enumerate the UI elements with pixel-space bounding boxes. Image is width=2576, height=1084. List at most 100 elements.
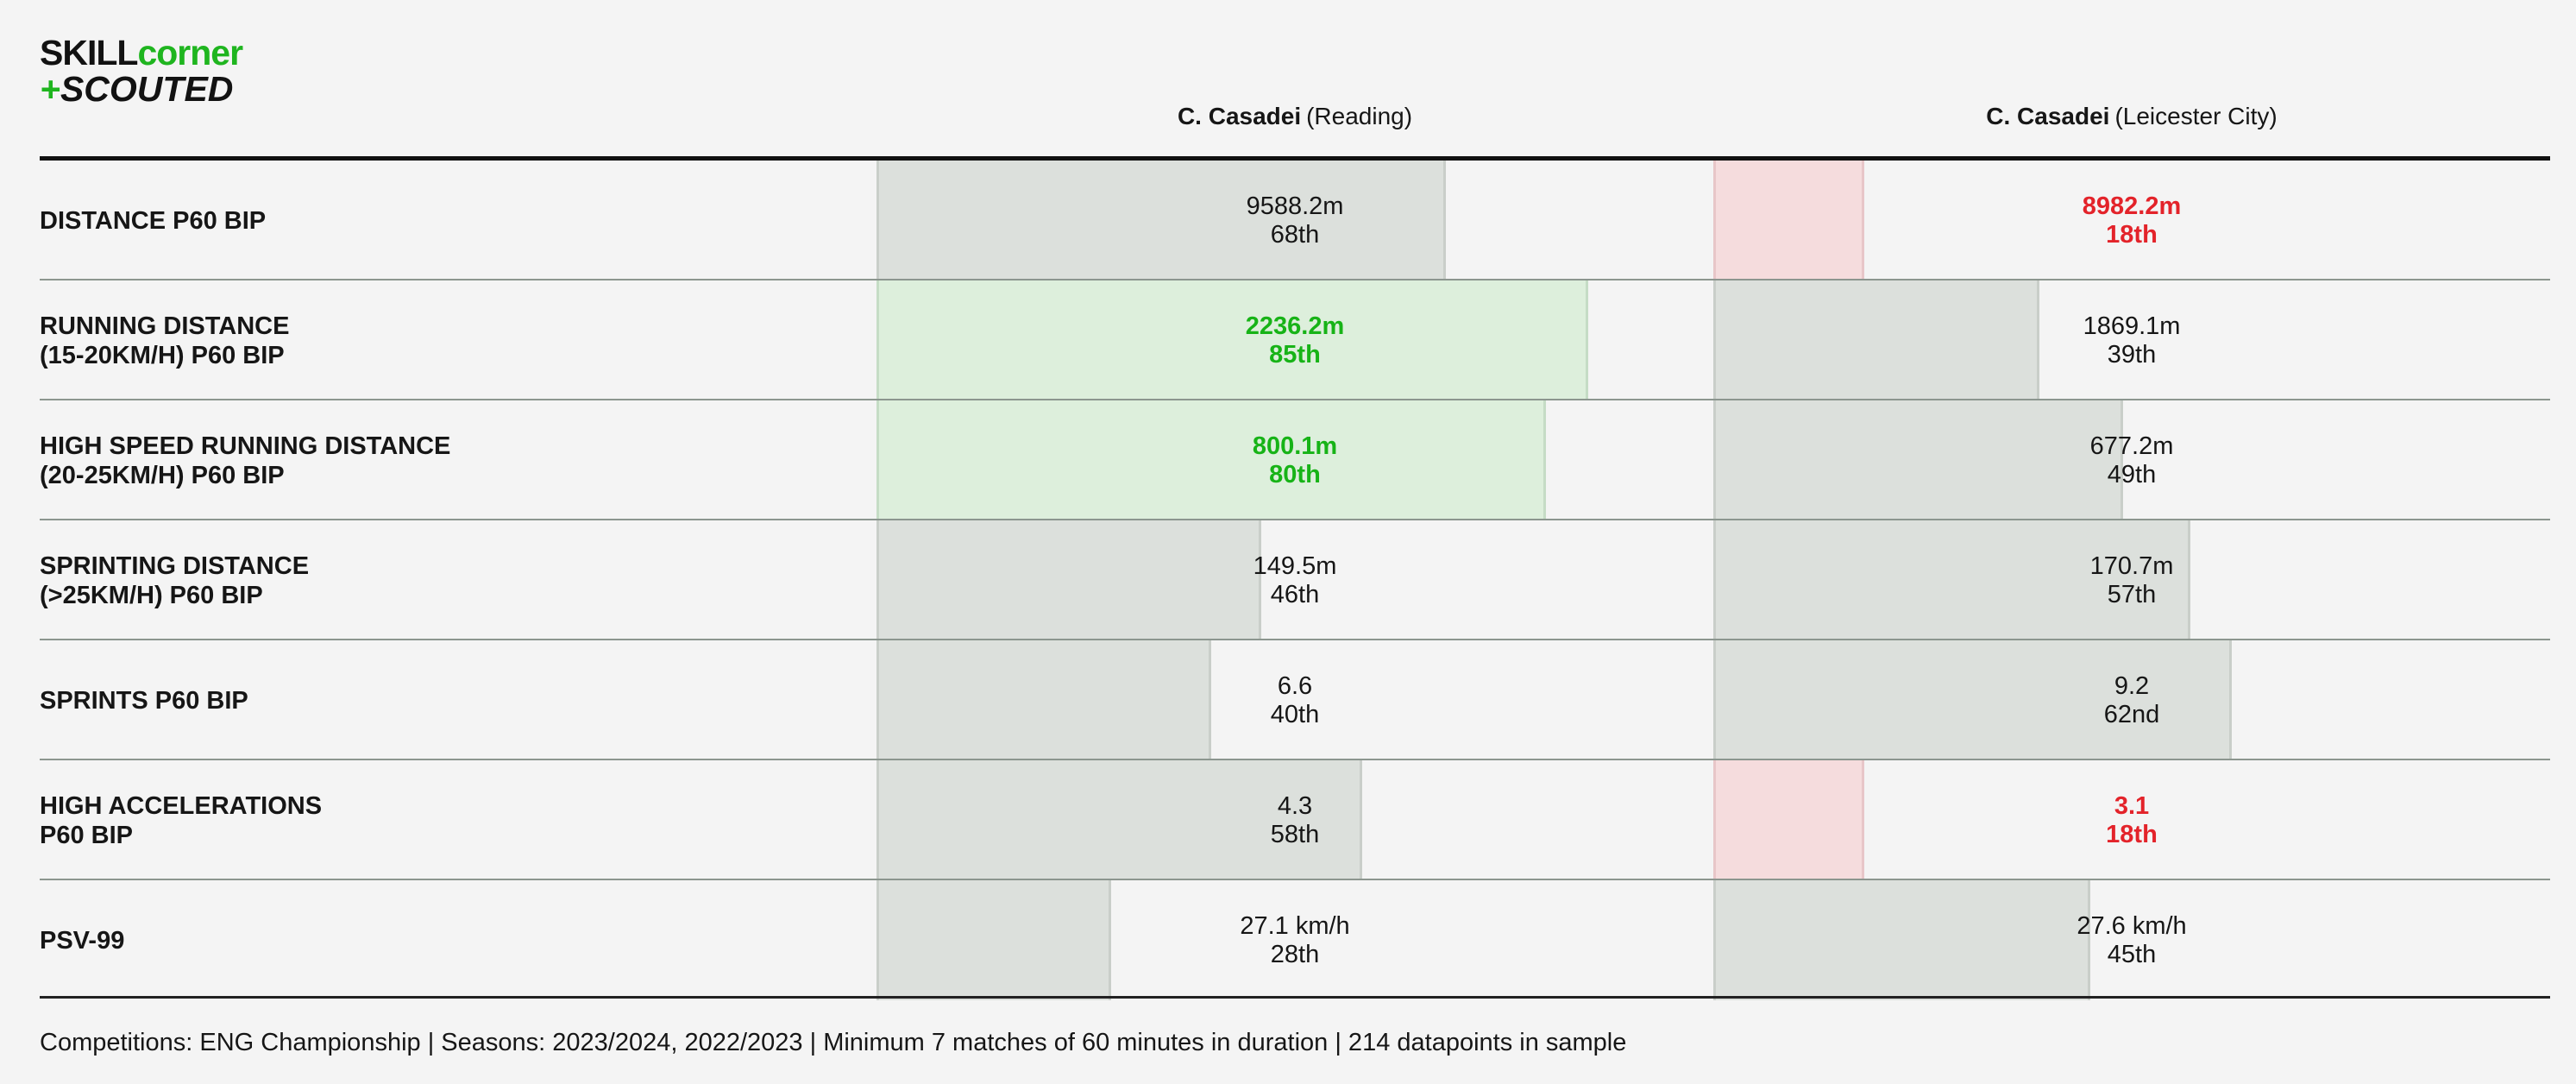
column-header-player-2: C. Casadei (Leicester City) — [1713, 98, 2550, 135]
percentile-bar — [1713, 520, 2190, 640]
percentile-rank: 80th — [1269, 460, 1321, 488]
table-row: HIGH SPEED RUNNING DISTANCE (20-25KM/H) … — [40, 400, 2550, 520]
value-cell: 8982.2m 18th — [1713, 161, 2550, 280]
metric-label: SPRINTING DISTANCE (>25KM/H) P60 BIP — [40, 551, 310, 609]
row-divider — [40, 279, 2550, 280]
percentile-bar — [876, 280, 1588, 400]
percentile-rank: 18th — [2106, 820, 2158, 848]
percentile-bar — [1713, 161, 1864, 280]
player-name: C. Casadei — [1177, 103, 1302, 129]
percentile-rank: 46th — [1270, 580, 1320, 608]
metric-value: 4.3 — [1277, 791, 1313, 820]
column-header-player-1: C. Casadei (Reading) — [876, 98, 1713, 135]
value-label: 4.3 58th — [876, 760, 1713, 880]
metric-value: 170.7m — [2089, 551, 2174, 580]
percentile-bar — [1713, 400, 2123, 520]
value-cell: 1869.1m 39th — [1713, 280, 2550, 400]
value-cell: 149.5m 46th — [876, 520, 1713, 640]
value-label: 677.2m 49th — [1713, 400, 2550, 520]
metric-label: RUNNING DISTANCE (15-20KM/H) P60 BIP — [40, 312, 290, 369]
player-team: (Leicester City) — [2114, 103, 2278, 129]
value-cell: 2236.2m 85th — [876, 280, 1713, 400]
percentile-rank: 57th — [2107, 580, 2157, 608]
value-cell: 9588.2m 68th — [876, 161, 1713, 280]
metric-label: HIGH SPEED RUNNING DISTANCE (20-25KM/H) … — [40, 432, 451, 489]
row-divider — [40, 519, 2550, 520]
percentile-bar — [1713, 280, 2039, 400]
percentile-rank: 45th — [2107, 940, 2157, 968]
percentile-rank: 40th — [1270, 700, 1320, 728]
player-team: (Reading) — [1306, 103, 1413, 129]
percentile-bar — [876, 400, 1546, 520]
metric-label: HIGH ACCELERATIONS P60 BIP — [40, 791, 323, 849]
value-label: 149.5m 46th — [876, 520, 1713, 640]
row-divider — [40, 879, 2550, 880]
metric-value: 800.1m — [1252, 432, 1338, 460]
table-row: HIGH ACCELERATIONS P60 BIP 4.3 58th 3.1 18th — [40, 760, 2550, 880]
value-cell: 677.2m 49th — [1713, 400, 2550, 520]
table-row: PSV-99 27.1 km/h 28th 27.6 km/h 45th — [40, 880, 2550, 1000]
value-cell: 6.6 40th — [876, 640, 1713, 760]
table-row: SPRINTING DISTANCE (>25KM/H) P60 BIP 149.… — [40, 520, 2550, 640]
row-divider — [40, 639, 2550, 640]
metric-value: 27.1 km/h — [1240, 911, 1350, 940]
logo-line-2: +SCOUTED — [40, 71, 242, 107]
metric-label: SPRINTS P60 BIP — [40, 686, 248, 715]
table-row: SPRINTS P60 BIP 6.6 40th 9.2 62nd — [40, 640, 2550, 760]
table-row: DISTANCE P60 BIP 9588.2m 68th 8982.2m 18th — [40, 161, 2550, 280]
value-label: 9588.2m 68th — [876, 161, 1713, 280]
percentile-rank: 62nd — [2103, 700, 2160, 728]
percentile-rank: 39th — [2107, 340, 2157, 369]
metric-label: DISTANCE P60 BIP — [40, 206, 267, 235]
logo-line-1: SKILLcorner — [40, 33, 243, 72]
footer-rule — [40, 996, 2550, 999]
value-label: 1869.1m 39th — [1713, 280, 2550, 400]
value-label: 8982.2m 18th — [1713, 161, 2550, 280]
value-label: 27.6 km/h 45th — [1713, 880, 2550, 1000]
metric-value: 6.6 — [1277, 671, 1313, 700]
value-cell: 3.1 18th — [1713, 760, 2550, 880]
metric-value: 27.6 km/h — [2077, 911, 2187, 940]
percentile-bar — [1713, 760, 1864, 880]
percentile-bar — [1713, 640, 2232, 760]
value-cell: 9.2 62nd — [1713, 640, 2550, 760]
value-label: 27.1 km/h 28th — [876, 880, 1713, 1000]
metric-value: 9.2 — [2114, 671, 2150, 700]
percentile-bar — [1713, 880, 2090, 1000]
percentile-rank: 28th — [1270, 940, 1320, 968]
metric-value: 9588.2m — [1246, 192, 1344, 220]
logo-plus: + — [40, 69, 60, 109]
percentile-bar — [876, 760, 1362, 880]
percentile-rank: 49th — [2107, 460, 2157, 488]
metric-value: 677.2m — [2089, 432, 2174, 460]
value-label: 2236.2m 85th — [876, 280, 1713, 400]
skillcorner-scouted-logo: SKILLcorner +SCOUTED — [40, 33, 243, 107]
metric-value: 2236.2m — [1245, 312, 1345, 340]
percentile-bar — [876, 161, 1446, 280]
header-rule — [40, 156, 2550, 161]
value-label: 800.1m 80th — [876, 400, 1713, 520]
metric-value: 1869.1m — [2083, 312, 2181, 340]
logo-scouted: SCOUTED — [60, 69, 234, 109]
metric-value: 149.5m — [1253, 551, 1337, 580]
player-name: C. Casadei — [1986, 103, 2110, 129]
value-label: 170.7m 57th — [1713, 520, 2550, 640]
footer-note: Competitions: ENG Championship | Seasons… — [40, 1029, 1627, 1056]
value-label: 3.1 18th — [1713, 760, 2550, 880]
value-cell: 27.6 km/h 45th — [1713, 880, 2550, 1000]
percentile-bar — [876, 880, 1111, 1000]
percentile-rank: 85th — [1269, 340, 1321, 369]
logo-corner: corner — [137, 33, 243, 72]
row-divider — [40, 399, 2550, 400]
value-cell: 170.7m 57th — [1713, 520, 2550, 640]
percentile-rank: 18th — [2106, 220, 2158, 249]
percentile-rank: 68th — [1270, 220, 1320, 249]
metric-label: PSV-99 — [40, 926, 125, 955]
table-row: RUNNING DISTANCE (15-20KM/H) P60 BIP 2236… — [40, 280, 2550, 400]
value-cell: 27.1 km/h 28th — [876, 880, 1713, 1000]
metric-value: 3.1 — [2114, 791, 2150, 820]
metric-value: 8982.2m — [2082, 192, 2182, 220]
value-label: 9.2 62nd — [1713, 640, 2550, 760]
value-cell: 800.1m 80th — [876, 400, 1713, 520]
percentile-bar — [876, 640, 1211, 760]
